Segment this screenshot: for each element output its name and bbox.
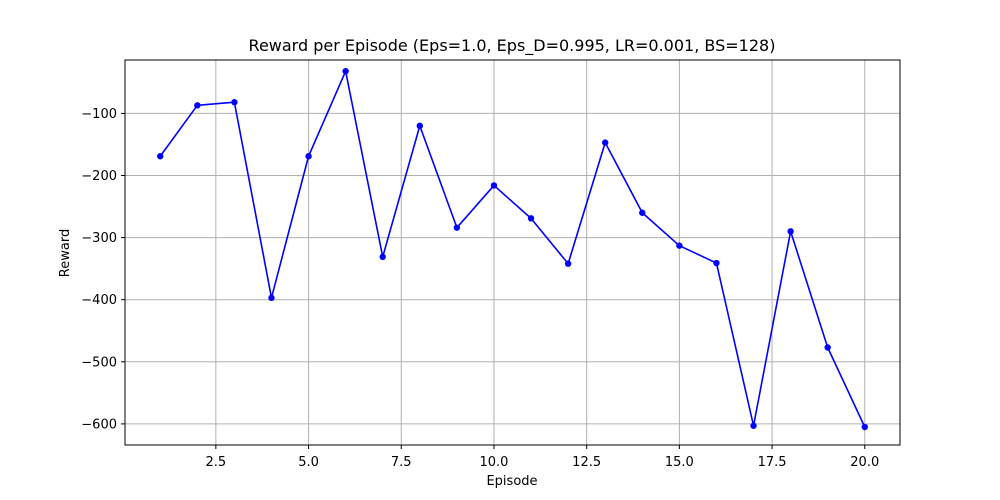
data-point xyxy=(342,67,349,75)
data-point xyxy=(861,423,868,431)
series-layer xyxy=(157,67,868,431)
data-point xyxy=(490,182,498,189)
data-point xyxy=(453,224,461,231)
data-point xyxy=(750,422,757,429)
data-point xyxy=(787,228,794,235)
x-tick-label: 15.0 xyxy=(665,455,694,470)
x-axis-ticks: 2.5 5.0 7.5 10.0 12.5 15.0 17.5 20.0 xyxy=(206,445,879,470)
y-tick-label: −400 xyxy=(81,293,117,308)
data-point xyxy=(639,209,646,216)
x-tick-label: 2.5 xyxy=(206,455,227,470)
plot-frame xyxy=(124,59,901,446)
data-point xyxy=(527,215,535,222)
x-tick-label: 17.5 xyxy=(758,455,787,470)
y-tick-label: −500 xyxy=(81,355,117,370)
y-axis-label: Reward xyxy=(58,229,73,277)
x-tick-label: 5.0 xyxy=(298,455,319,470)
data-point xyxy=(602,139,609,146)
data-point xyxy=(157,153,164,160)
data-point xyxy=(676,242,683,249)
data-point xyxy=(379,253,386,261)
y-axis-ticks: −100 −200 −300 −400 −500 −600 xyxy=(81,107,125,432)
series-line xyxy=(159,70,866,428)
x-axis-label: Episode xyxy=(486,474,537,489)
y-tick-label: −300 xyxy=(81,231,117,246)
y-tick-label: −200 xyxy=(81,169,117,184)
data-point xyxy=(416,122,423,130)
y-tick-label: −600 xyxy=(81,417,117,432)
y-tick-label: −100 xyxy=(81,107,117,122)
grid xyxy=(125,60,900,445)
x-tick-label: 7.5 xyxy=(391,455,412,470)
chart-title: Reward per Episode (Eps=1.0, Eps_D=0.995… xyxy=(249,36,776,56)
data-point xyxy=(824,344,831,351)
data-point xyxy=(268,294,275,302)
data-point xyxy=(564,260,572,267)
x-tick-label: 12.5 xyxy=(572,455,601,470)
x-tick-label: 10.0 xyxy=(479,455,508,470)
x-tick-label: 20.0 xyxy=(850,455,879,470)
data-point xyxy=(713,259,720,267)
data-point xyxy=(194,102,201,109)
data-point xyxy=(231,99,238,106)
data-point xyxy=(305,153,312,160)
